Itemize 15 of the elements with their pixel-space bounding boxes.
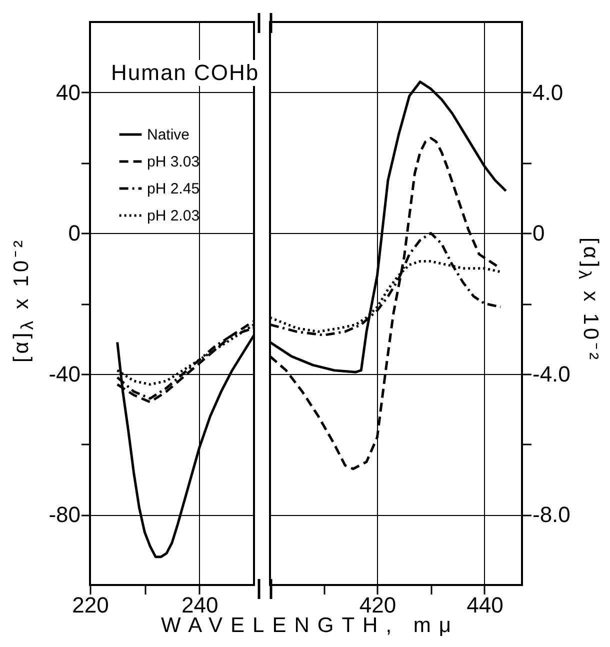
y2-tick-label: -4.0 [532, 361, 570, 386]
legend-label: pH 2.45 [147, 180, 200, 198]
legend-label: pH 3.03 [147, 154, 200, 170]
y-tick-label: 40 [56, 80, 80, 105]
x-tick-label: 220 [72, 592, 109, 618]
y2-tick-label: -8.0 [532, 502, 570, 528]
y-tick-label: 0 [68, 220, 80, 246]
x-tick-label: 440 [466, 592, 504, 618]
y2-tick-label: 4.0 [532, 80, 564, 105]
text: Human COHb [108, 60, 262, 86]
legend-label: pH 2.03 [147, 208, 200, 224]
y-tick-label: -80 [48, 502, 80, 528]
y2-tick-label: 0 [532, 220, 545, 246]
y-tick-label: -40 [48, 361, 80, 386]
legend-label: Native [147, 126, 190, 144]
